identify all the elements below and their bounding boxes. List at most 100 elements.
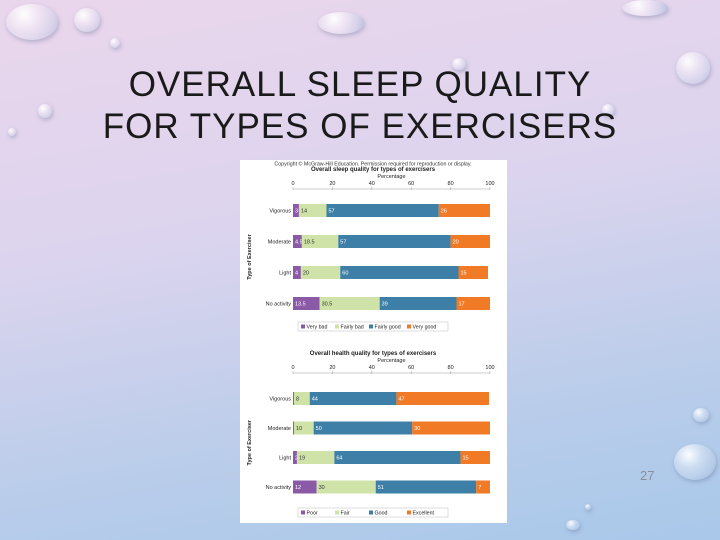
category-label: Light [279, 271, 291, 277]
x-tick-label: 80 [448, 365, 454, 371]
bar-segment [396, 392, 490, 405]
data-label: 3 [295, 209, 298, 215]
legend-swatch [369, 324, 373, 329]
legend-entry: Poor [307, 511, 318, 517]
bar-segment [293, 392, 294, 405]
bar-segment [458, 266, 489, 279]
x-tick-label: 100 [485, 365, 494, 371]
bar-segment [334, 451, 461, 464]
data-label: 30 [319, 485, 325, 491]
bar-segment [326, 204, 439, 217]
data-label: 64 [336, 456, 342, 462]
water-drop-decoration [676, 52, 710, 84]
chart-title: Overall sleep quality for types of exerc… [311, 167, 436, 173]
legend-entry: Very good [413, 325, 437, 331]
legend-swatch [301, 324, 305, 329]
legend-box [297, 507, 449, 518]
legend-entry: Very bad [307, 325, 328, 331]
water-drop-decoration [110, 38, 120, 48]
bar-segment [298, 204, 327, 217]
data-label: 60 [342, 271, 348, 277]
bar-segment [319, 297, 380, 310]
data-label: 17 [459, 302, 465, 308]
data-label: 57 [328, 209, 334, 215]
water-drop-decoration [566, 520, 580, 530]
x-tick-label: 20 [329, 365, 335, 371]
water-drop-decoration [693, 408, 709, 422]
data-label: 8 [296, 397, 299, 403]
data-label: 47 [398, 397, 404, 403]
water-drop-decoration [622, 0, 668, 16]
bar-segment [456, 297, 490, 310]
legend-swatch [335, 324, 339, 329]
x-axis-label: Percentage [377, 174, 405, 180]
water-drop-decoration [452, 58, 466, 70]
x-axis-label: Percentage [377, 358, 405, 364]
legend-box [297, 321, 449, 332]
data-label: 7 [478, 485, 481, 491]
chart-figure: Copyright © McGraw-Hill Education. Permi… [240, 160, 507, 523]
legend-entry: Good [375, 511, 388, 517]
data-label: 20 [303, 271, 309, 277]
data-label: 26 [441, 209, 447, 215]
x-tick-label: 80 [448, 181, 454, 187]
bar-segment [293, 421, 294, 435]
data-label: 15 [460, 271, 466, 277]
chart-title: Overall health quality for types of exer… [310, 351, 437, 357]
copyright-notice: Copyright © McGraw-Hill Education. Permi… [274, 161, 471, 168]
legend-swatch [335, 510, 339, 515]
data-label: 18.5 [304, 240, 315, 246]
water-drop-decoration [6, 4, 58, 40]
data-label: 30 [414, 426, 420, 432]
bar-segment [301, 235, 339, 248]
bar-segment [450, 235, 490, 248]
bar-segment [309, 392, 397, 405]
legend-swatch [407, 324, 411, 329]
legend-swatch [407, 510, 411, 515]
water-drop-decoration [74, 8, 100, 32]
water-drop-decoration [674, 444, 716, 480]
data-label: 10 [296, 426, 302, 432]
data-label: 15 [462, 456, 468, 462]
y-axis-label: Type of Exerciser [247, 233, 253, 279]
data-label: 30.5 [322, 302, 333, 308]
legend-entry: Fair [341, 511, 350, 517]
bar-segment [293, 235, 302, 248]
legend-swatch [301, 510, 305, 515]
water-drop-decoration [585, 504, 591, 510]
category-label: Moderate [268, 240, 291, 246]
x-tick-label: 40 [369, 181, 375, 187]
bar-segment [293, 451, 297, 464]
data-label: 13.5 [295, 302, 306, 308]
legend-entry: Fairly good [375, 325, 401, 331]
x-tick-label: 60 [408, 365, 414, 371]
bar-segment [375, 480, 477, 494]
data-label: 44 [312, 397, 318, 403]
bar-segment [460, 451, 490, 464]
bar-segment [293, 421, 314, 435]
bar-segment [438, 204, 490, 217]
data-label: 4 [295, 271, 298, 277]
bar-segment [316, 480, 376, 494]
x-tick-label: 100 [485, 181, 494, 187]
data-label: 39 [382, 302, 388, 308]
data-label: 51 [378, 485, 384, 491]
water-drop-decoration [318, 12, 364, 34]
legend-swatch [369, 510, 373, 515]
category-label: Vigorous [269, 397, 291, 403]
bar-segment [379, 297, 457, 310]
data-label: 2 [295, 456, 298, 462]
y-axis-label: Type of Exerciser [247, 419, 253, 465]
bar-segment [300, 266, 341, 279]
legend-entry: Excellent [413, 511, 435, 517]
bar-segment [293, 392, 310, 405]
bar-segment [476, 480, 490, 494]
data-label: 50 [316, 426, 322, 432]
data-label: 14 [301, 209, 307, 215]
category-label: Moderate [268, 426, 291, 432]
bar-segment [293, 480, 317, 494]
category-label: No activity [266, 485, 292, 491]
x-tick-label: 20 [329, 181, 335, 187]
category-label: Vigorous [269, 209, 291, 215]
category-label: No activity [266, 302, 292, 308]
